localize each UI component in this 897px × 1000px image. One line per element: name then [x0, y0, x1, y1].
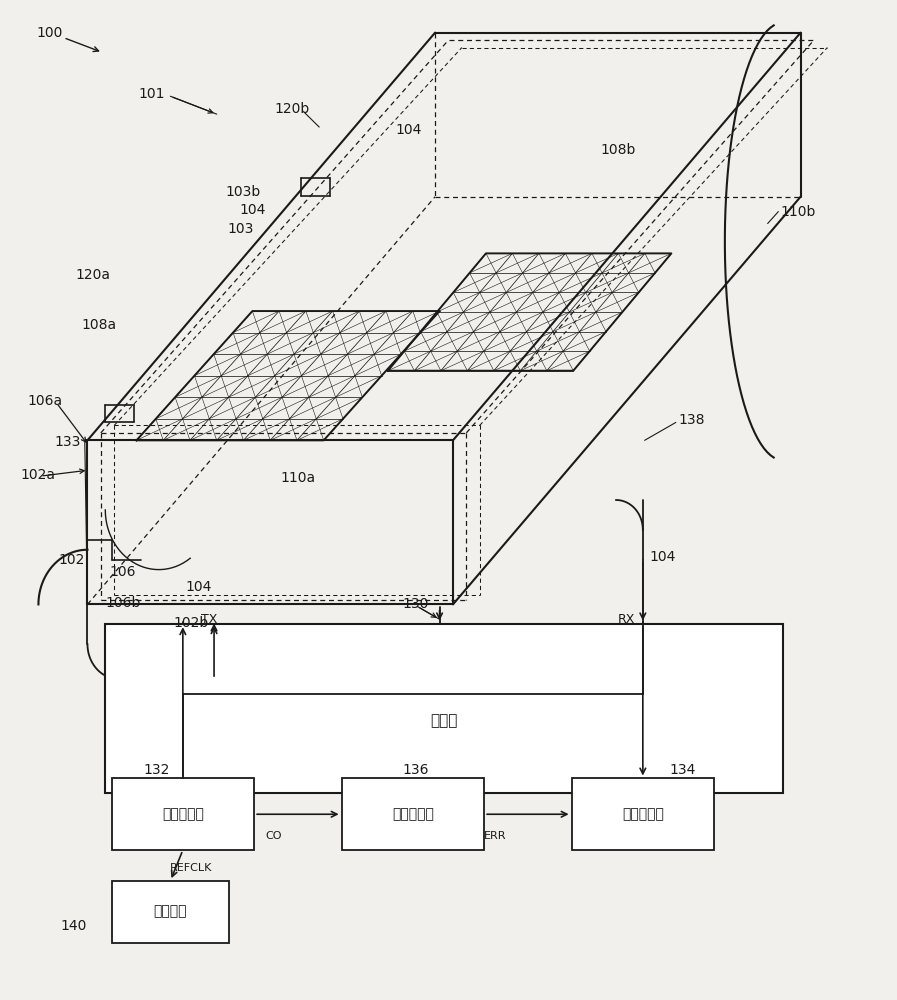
- Text: 103b: 103b: [226, 185, 261, 199]
- Bar: [111, 881, 230, 943]
- Text: 110b: 110b: [780, 205, 815, 219]
- Text: ERR: ERR: [484, 831, 507, 841]
- Text: 130: 130: [402, 597, 429, 611]
- Text: 环路滤波器: 环路滤波器: [392, 807, 434, 821]
- Text: 104: 104: [395, 123, 422, 137]
- Text: 134: 134: [669, 763, 696, 777]
- Text: 136: 136: [402, 763, 429, 777]
- Text: 120a: 120a: [76, 268, 111, 282]
- Text: 133: 133: [55, 435, 81, 449]
- Text: 102b: 102b: [174, 616, 209, 630]
- Text: 101: 101: [138, 87, 165, 101]
- Text: 108a: 108a: [82, 318, 117, 332]
- Text: 120b: 120b: [274, 102, 310, 116]
- Text: 110a: 110a: [281, 471, 316, 485]
- Text: 锁定放大器: 锁定放大器: [622, 807, 664, 821]
- Text: 106b: 106b: [105, 596, 141, 610]
- Bar: [342, 778, 484, 850]
- Text: 108b: 108b: [600, 143, 635, 157]
- Text: 103: 103: [228, 222, 254, 236]
- Text: 104: 104: [649, 550, 675, 564]
- Text: 100: 100: [37, 26, 63, 40]
- Bar: [571, 778, 714, 850]
- Text: 信号产生器: 信号产生器: [162, 807, 204, 821]
- Text: 时钟电路: 时钟电路: [153, 905, 187, 919]
- Text: RX: RX: [618, 613, 635, 626]
- Text: 106: 106: [109, 565, 136, 579]
- Bar: [111, 778, 254, 850]
- Bar: [105, 624, 783, 793]
- Text: 106a: 106a: [28, 394, 63, 408]
- Text: 138: 138: [678, 413, 705, 427]
- Text: CO: CO: [266, 831, 283, 841]
- Text: 104: 104: [186, 580, 212, 594]
- Text: 102: 102: [58, 553, 84, 567]
- Text: TX: TX: [201, 613, 217, 626]
- Text: 140: 140: [61, 919, 87, 933]
- Text: 132: 132: [144, 763, 170, 777]
- Text: REFCLK: REFCLK: [170, 863, 213, 873]
- Text: 102a: 102a: [21, 468, 56, 482]
- Text: 收发器: 收发器: [431, 713, 457, 728]
- Text: 104: 104: [239, 203, 266, 217]
